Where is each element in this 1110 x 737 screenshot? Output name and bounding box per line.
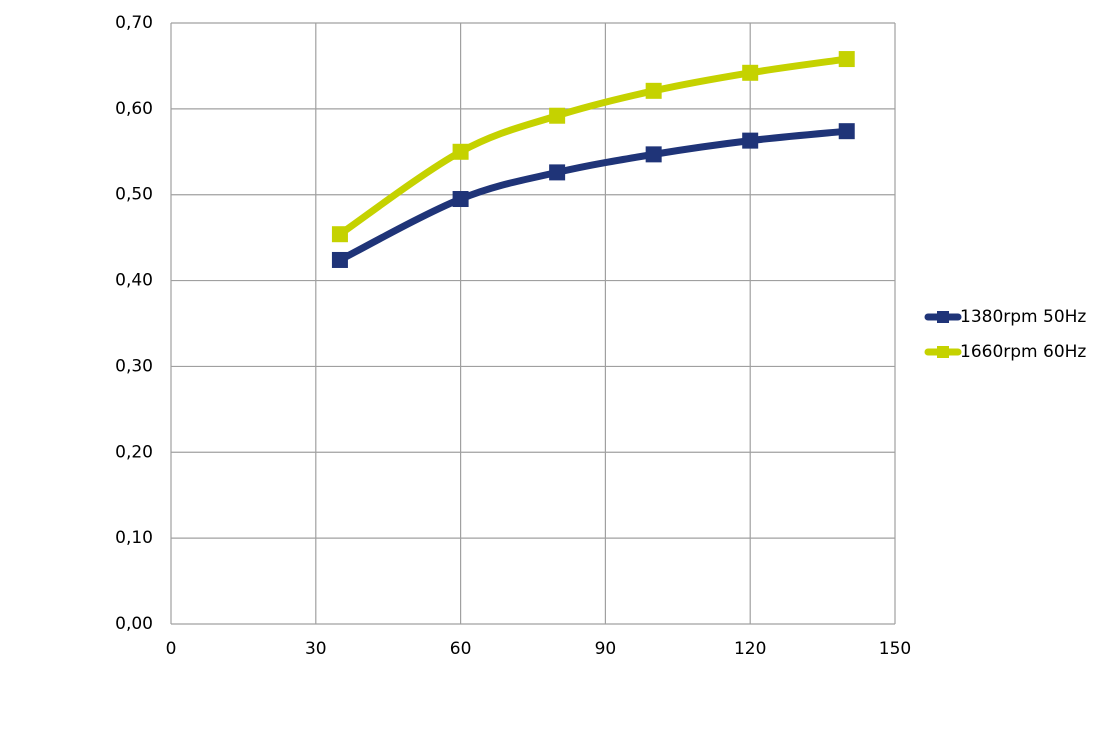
point-marker	[452, 191, 469, 208]
x-tick-label: 30	[305, 639, 327, 659]
point-marker	[645, 82, 662, 99]
point-marker	[742, 132, 759, 149]
y-tick-label: 0,40	[115, 271, 153, 291]
x-tick-label: 0	[166, 639, 177, 659]
point-marker	[742, 64, 759, 81]
legend-marker	[937, 346, 949, 358]
point-marker	[331, 226, 348, 243]
legend-label: 1380rpm 50Hz	[960, 307, 1086, 327]
point-marker	[452, 143, 469, 160]
point-marker	[838, 123, 855, 140]
point-marker	[331, 251, 348, 268]
point-marker	[645, 146, 662, 163]
series-line	[337, 55, 848, 238]
y-tick-label: 0,50	[115, 185, 153, 205]
point-marker	[549, 164, 566, 181]
legend-marker	[937, 311, 949, 323]
y-tick-label: 0,20	[115, 442, 153, 462]
point-marker	[549, 107, 566, 124]
point-marker	[838, 51, 855, 68]
y-tick-label: 0,30	[115, 356, 153, 376]
y-tick-label: 0,70	[115, 13, 153, 33]
x-tick-label: 60	[450, 639, 472, 659]
y-tick-label: 0,60	[115, 99, 153, 119]
series-line	[338, 127, 848, 264]
x-tick-label: 90	[595, 639, 617, 659]
legend-label: 1660rpm 60Hz	[960, 342, 1086, 362]
x-tick-label: 150	[879, 639, 911, 659]
y-tick-label: 0,10	[115, 528, 153, 548]
x-tick-label: 120	[734, 639, 766, 659]
y-tick-label: 0,00	[115, 614, 153, 634]
